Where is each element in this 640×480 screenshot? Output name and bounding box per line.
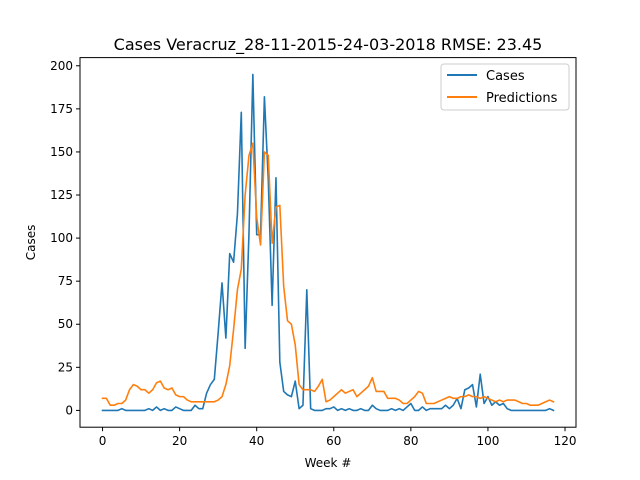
y-tick-label: 100: [50, 231, 73, 245]
y-tick-label: 25: [58, 360, 73, 374]
y-tick-label: 200: [50, 59, 73, 73]
x-tick-label: 80: [403, 434, 418, 448]
x-tick-label: 60: [326, 434, 341, 448]
x-tick-label: 40: [249, 434, 264, 448]
y-tick-label: 125: [50, 188, 73, 202]
x-axis-ticks: 0 20 40 60 80 100 120: [99, 427, 577, 448]
legend: Cases Predictions: [440, 63, 570, 111]
x-tick-label: 120: [554, 434, 577, 448]
x-tick-label: 20: [172, 434, 187, 448]
x-tick-label: 100: [476, 434, 499, 448]
x-tick-label: 0: [99, 434, 107, 448]
y-axis-ticks: 0 25 50 75 100 125 150 175 200: [50, 59, 80, 417]
legend-label-predictions: Predictions: [486, 91, 558, 106]
x-axis-label: Week #: [305, 456, 352, 470]
y-tick-label: 50: [58, 317, 73, 331]
y-tick-label: 75: [58, 274, 73, 288]
y-axis-label: Cases: [24, 225, 38, 261]
y-tick-label: 150: [50, 145, 73, 159]
plot-frame: [79, 57, 577, 428]
series-line-predictions: [101, 142, 555, 407]
plot-series: [101, 73, 555, 412]
legend-label-cases: Cases: [486, 69, 525, 84]
y-tick-label: 0: [65, 403, 73, 417]
y-tick-label: 175: [50, 102, 73, 116]
series-line-cases: [101, 73, 555, 412]
chart-title: Cases Veracruz_28-11-2015-24-03-2018 RMS…: [114, 35, 543, 55]
